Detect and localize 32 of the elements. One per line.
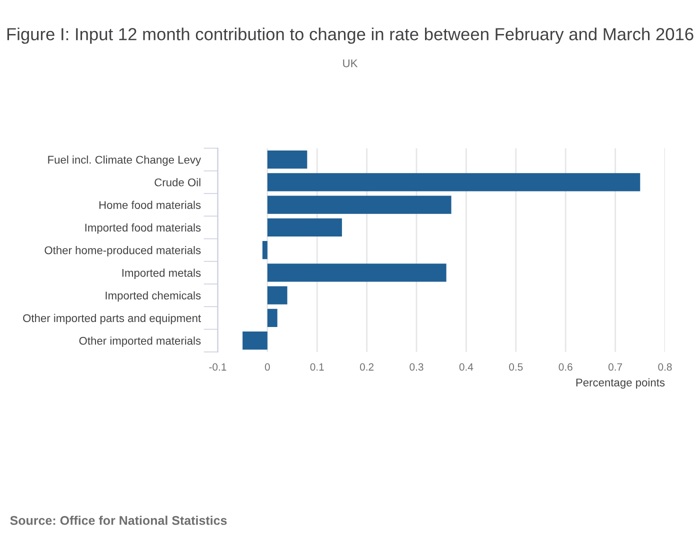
bar	[267, 196, 452, 214]
x-tick-label: 0	[264, 363, 270, 371]
bar	[267, 308, 278, 328]
x-tick-label: 0.6	[558, 363, 572, 371]
bar	[267, 264, 446, 282]
x-tick-label: 0.7	[608, 363, 622, 371]
x-tick-label: 0.3	[410, 363, 424, 371]
y-tick-label: Home food materials	[99, 200, 201, 209]
source-note: Source: Office for National Statistics	[10, 516, 227, 525]
chart-subtitle: UK	[343, 59, 358, 68]
x-tick-label: 0.2	[360, 363, 374, 371]
y-tick-label: Other imported parts and equipment	[23, 314, 201, 324]
bar	[267, 218, 342, 236]
bar	[242, 332, 268, 350]
y-tick-label: Fuel incl. Climate Change Levy	[48, 156, 202, 166]
bar	[267, 150, 308, 169]
y-tick-label: Other imported materials	[79, 336, 201, 347]
y-tick-label: Imported chemicals	[106, 291, 201, 302]
bar	[262, 241, 268, 260]
y-tick-label: Imported metals	[122, 268, 201, 280]
x-axis-title: Percentage points	[576, 378, 665, 389]
chart-title: Figure I: Input 12 month contribution to change in rate between February and March 2016	[7, 28, 694, 44]
y-tick-label: Other home-produced materials	[44, 246, 201, 256]
y-tick-label: Imported food materials	[85, 223, 201, 234]
x-tick-label: 0.5	[509, 363, 523, 371]
x-tick-label: 0.8	[658, 363, 672, 371]
x-tick-label: -0.1	[209, 363, 226, 371]
bar	[267, 286, 288, 304]
y-tick-label: Crude Oil	[154, 178, 200, 186]
bar	[267, 173, 640, 192]
x-tick-label: 0.4	[459, 363, 474, 371]
x-tick-label: 0.1	[310, 363, 324, 371]
